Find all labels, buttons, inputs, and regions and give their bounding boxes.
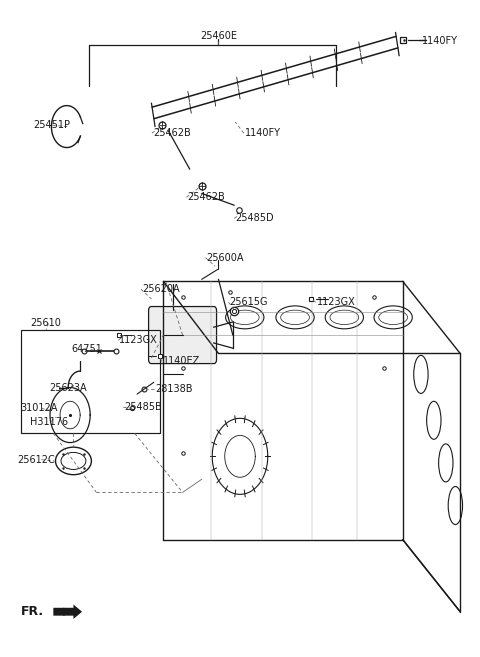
Text: 25485D: 25485D [235, 214, 274, 223]
Text: 25600A: 25600A [206, 253, 244, 263]
Bar [21, 330, 159, 434]
Text: 1140EZ: 1140EZ [162, 356, 200, 367]
Text: H31176: H31176 [30, 417, 69, 426]
Text: 25451P: 25451P [33, 120, 70, 130]
Text: 25623A: 25623A [49, 382, 87, 392]
Text: 31012A: 31012A [20, 403, 57, 413]
Text: 25610: 25610 [30, 318, 61, 328]
Text: 25485B: 25485B [124, 402, 162, 412]
Text: 25612C: 25612C [17, 455, 55, 464]
Text: 25620A: 25620A [142, 284, 180, 294]
FancyArrow shape [53, 604, 82, 619]
Text: 64751: 64751 [72, 344, 102, 355]
Text: FR.: FR. [21, 605, 44, 618]
Text: 25460E: 25460E [200, 32, 237, 41]
Text: 1140FY: 1140FY [245, 128, 281, 138]
Text: 1123GX: 1123GX [317, 297, 355, 307]
Text: 25462B: 25462B [153, 128, 191, 138]
Text: 28138B: 28138B [155, 384, 192, 394]
Text: 1123GX: 1123GX [120, 335, 158, 346]
FancyBboxPatch shape [149, 307, 216, 363]
Text: 25462B: 25462B [187, 193, 225, 202]
Text: 1140FY: 1140FY [422, 36, 458, 47]
Text: 25615G: 25615G [229, 297, 268, 307]
